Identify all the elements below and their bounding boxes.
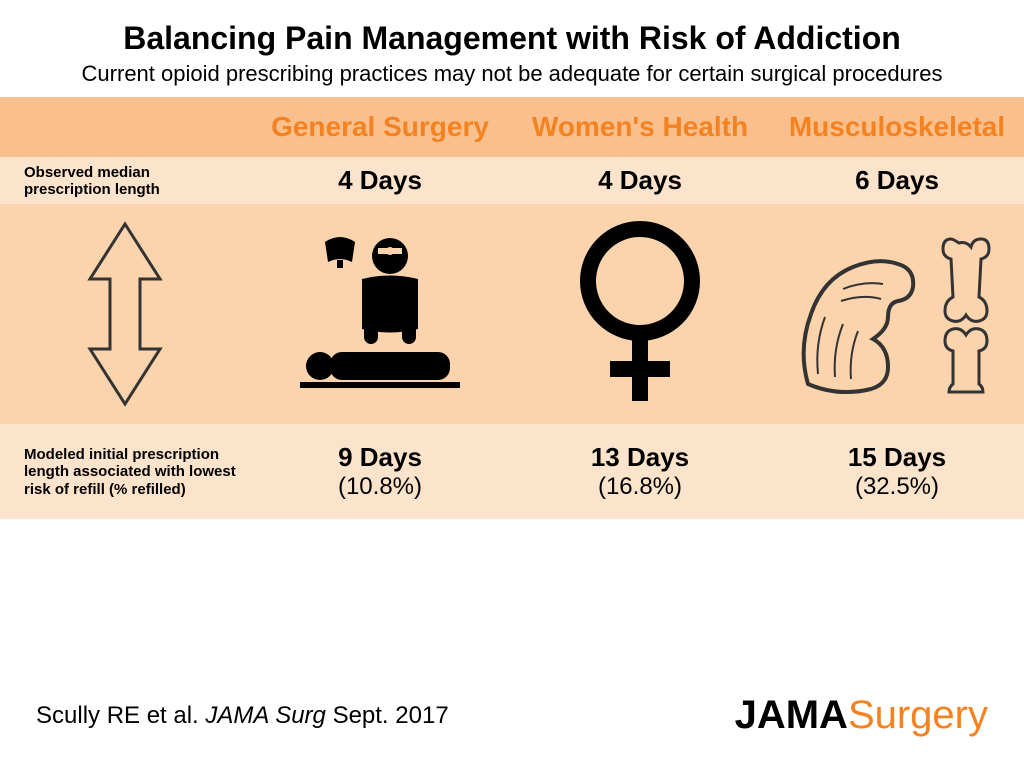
observed-c1: 4 Days	[250, 157, 510, 204]
female-symbol-icon	[565, 219, 715, 409]
col-header-womens: Women's Health	[510, 97, 770, 157]
logo-jama: JAMA	[735, 693, 848, 737]
double-arrow-icon	[80, 219, 170, 409]
header: Balancing Pain Management with Risk of A…	[0, 0, 1024, 97]
surgeon-icon	[290, 224, 470, 404]
modeled-days-c3: 15 Days	[774, 442, 1020, 473]
footer: Scully RE et al. JAMA Surg Sept. 2017 JA…	[0, 669, 1024, 768]
modeled-days-c1: 9 Days	[254, 442, 506, 473]
page-title: Balancing Pain Management with Risk of A…	[40, 20, 984, 57]
observed-c3: 6 Days	[770, 157, 1024, 204]
modeled-days-c2: 13 Days	[514, 442, 766, 473]
citation: Scully RE et al. JAMA Surg Sept. 2017	[36, 702, 449, 730]
modeled-c2: 13 Days (16.8%)	[510, 434, 770, 509]
citation-author: Scully RE et al.	[36, 702, 205, 729]
page-subtitle: Current opioid prescribing practices may…	[40, 61, 984, 87]
citation-journal: JAMA Surg	[205, 702, 332, 729]
observed-c2: 4 Days	[510, 157, 770, 204]
modeled-pct-c2: (16.8%)	[514, 473, 766, 501]
observed-label: Observed median prescription length	[0, 158, 250, 205]
modeled-c3: 15 Days (32.5%)	[770, 434, 1024, 509]
icon-row	[0, 204, 1024, 424]
muscular-arm-icon	[793, 229, 923, 399]
col-header-general: General Surgery	[250, 97, 510, 157]
modeled-pct-c1: (10.8%)	[254, 473, 506, 501]
col-header-musculo: Musculoskeletal	[770, 97, 1024, 157]
joint-bone-icon	[931, 229, 1001, 399]
modeled-label: Modeled initial prescription length asso…	[0, 440, 250, 504]
modeled-pct-c3: (32.5%)	[774, 473, 1020, 501]
column-headers: General Surgery Women's Health Musculosk…	[0, 97, 1024, 157]
citation-date: Sept. 2017	[333, 702, 449, 729]
modeled-row: Modeled initial prescription length asso…	[0, 424, 1024, 519]
modeled-c1: 9 Days (10.8%)	[250, 434, 510, 509]
jama-surgery-logo: JAMASurgery	[735, 693, 988, 738]
logo-surgery: Surgery	[848, 693, 988, 737]
observed-row: Observed median prescription length 4 Da…	[0, 157, 1024, 204]
